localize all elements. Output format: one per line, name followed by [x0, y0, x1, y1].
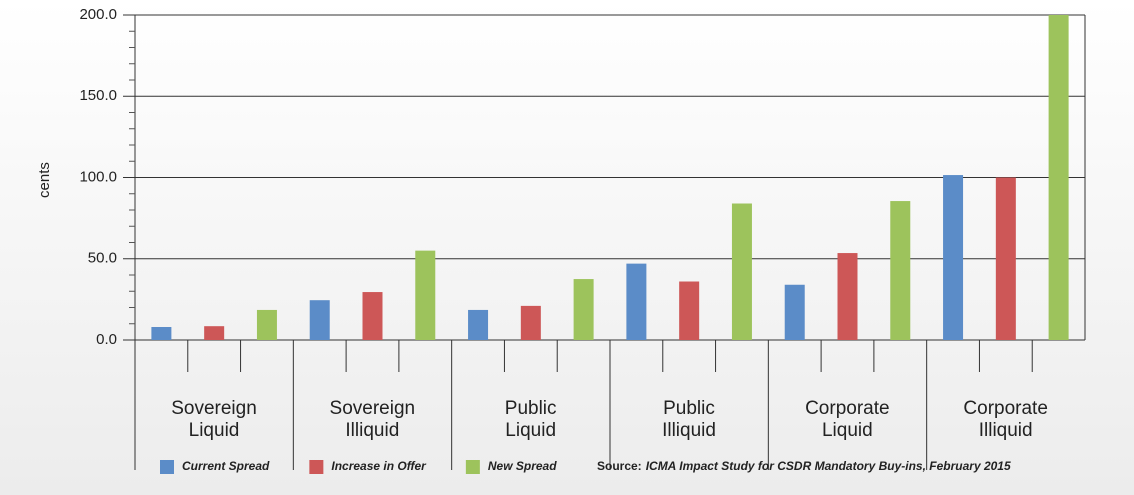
x-tick-label: Corporate Illiquid: [963, 398, 1048, 441]
legend-label: New Spread: [488, 459, 557, 473]
bar: [731, 203, 752, 340]
x-tick-label: Public Illiquid: [662, 398, 716, 441]
legend-swatch: [309, 460, 324, 474]
y-tick-label: 0.0: [96, 331, 117, 348]
y-tick-label: 200.0: [79, 6, 117, 23]
y-axis-label: cents: [36, 162, 53, 198]
bar: [468, 309, 489, 340]
bar: [256, 309, 277, 340]
bar: [520, 305, 541, 340]
bar: [309, 300, 330, 340]
bar: [995, 177, 1016, 340]
bar: [151, 327, 172, 340]
source-label: Source:: [597, 459, 642, 473]
y-tick-label: 50.0: [88, 250, 117, 267]
y-tick-label: 100.0: [79, 168, 117, 185]
bar: [890, 201, 911, 340]
bar: [362, 292, 383, 340]
x-tick-label: Public Liquid: [504, 398, 557, 441]
x-tick-label: Corporate Liquid: [805, 398, 890, 441]
legend-label: Current Spread: [182, 459, 270, 473]
x-tick-label: Sovereign Liquid: [171, 398, 257, 441]
bar: [1048, 15, 1069, 340]
bar: [626, 263, 647, 340]
y-tick-label: 150.0: [79, 87, 117, 104]
bar: [573, 279, 594, 340]
bar: [204, 326, 225, 340]
legend-swatch: [160, 460, 174, 474]
bar: [784, 284, 805, 340]
legend-label: Increase in Offer: [331, 459, 427, 473]
source: ICMA Impact Study for CSDR Mandatory Buy…: [646, 459, 1011, 473]
bar: [679, 281, 700, 340]
x-tick-label: Sovereign Illiquid: [329, 398, 416, 441]
bar: [943, 175, 964, 340]
bar: [415, 250, 436, 340]
bar: [837, 253, 858, 340]
legend-swatch: [465, 460, 480, 474]
